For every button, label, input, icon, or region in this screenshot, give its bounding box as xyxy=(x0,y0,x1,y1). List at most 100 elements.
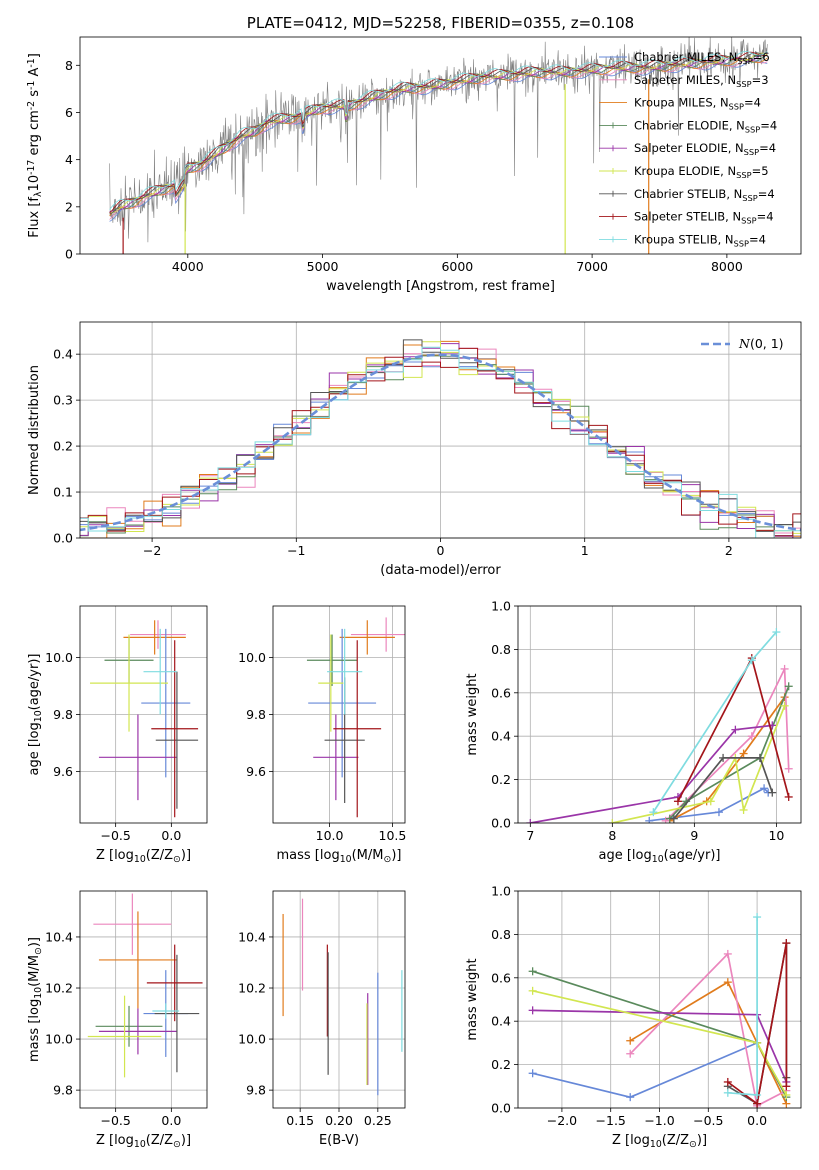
label-part: 10 xyxy=(340,854,352,865)
label-part: λ xyxy=(33,191,44,197)
label-part: N xyxy=(738,336,751,351)
label-part: =4 xyxy=(759,141,776,155)
x-tick-label: −1.0 xyxy=(644,1113,674,1128)
axes-frame xyxy=(79,36,802,255)
label-part: Chabrier STELIB, N xyxy=(634,187,742,201)
x-tick-label: 8 xyxy=(608,828,616,843)
legend-label-gaussian: N(0, 1) xyxy=(738,336,784,351)
label-part: ⊙ xyxy=(173,1139,181,1150)
plot-area xyxy=(109,37,768,254)
label-part: -17 xyxy=(26,160,37,175)
chart-mass_weight_vs_Z: −2.0 −1.5 −1.0 −0.5 0.0 0.0 0.2 0.4 0.6 0.8 1.0 Z [… xyxy=(465,884,802,1150)
label-part: E(B-V) xyxy=(319,1133,359,1148)
legend-label-kroupa_stelib: Kroupa STELIB, NSSP=4 xyxy=(634,232,766,248)
x-tick-label: 5000 xyxy=(307,259,339,274)
label-part: -2 xyxy=(26,101,37,110)
label-part: 10 xyxy=(134,1139,146,1150)
label-part: (Z/Z xyxy=(146,1133,173,1148)
label-part: 10 xyxy=(134,854,146,865)
label-part: age [log xyxy=(599,848,652,863)
series-salpeter_stelib-line xyxy=(727,942,788,1106)
label-part: ⊙ xyxy=(173,854,181,865)
chart-spectrum: 4000 5000 6000 7000 8000 0 2 4 6 8 wavelength [Ang… xyxy=(26,14,802,294)
label-part: =6 xyxy=(753,50,770,64)
series-chabrier_stelib-line xyxy=(673,757,774,820)
y-tick-label: 10.0 xyxy=(45,650,73,665)
label-part: (Z/Z xyxy=(146,848,173,863)
x-axis-label: (data-model)/error xyxy=(380,563,501,578)
label-part: )] xyxy=(181,1133,191,1148)
y-tick-label: 8 xyxy=(65,58,73,73)
label-part: mass [log xyxy=(277,848,340,863)
label-part: )] xyxy=(697,1133,707,1148)
y-tick-label: 0.6 xyxy=(491,970,511,985)
legend-label-kroupa_miles: Kroupa MILES, NSSP=4 xyxy=(634,96,761,112)
y-tick-label: 0.4 xyxy=(53,347,73,362)
label-part: SSP xyxy=(744,147,759,157)
label-part: =5 xyxy=(752,164,769,178)
y-tick-label: 0.8 xyxy=(491,642,511,657)
model-chabrier_elodie-line xyxy=(109,54,768,213)
x-tick-label: −1 xyxy=(287,543,305,558)
plot-area xyxy=(528,913,791,1108)
model-kroupa_elodie-line xyxy=(109,52,768,214)
y-tick-label: 1.0 xyxy=(491,884,511,899)
label-part: Z [log xyxy=(612,1133,650,1148)
label-part: =4 xyxy=(749,232,766,246)
label-part: (M/M xyxy=(352,848,384,863)
plot-area xyxy=(306,617,405,818)
label-part: mass [log xyxy=(27,999,42,1062)
label-part: -1 xyxy=(26,81,37,90)
label-part: Flux [f xyxy=(27,197,42,238)
y-axis-label: mass weight xyxy=(465,958,480,1040)
y-tick-label: 10.0 xyxy=(45,1032,73,1047)
label-part: wavelength [Angstrom, rest frame] xyxy=(326,279,555,294)
label-part: s xyxy=(27,90,42,101)
y-axis-label: age [log10(age/yr)] xyxy=(27,654,44,776)
label-part: 10 xyxy=(33,987,44,999)
label-part: (data-model)/error xyxy=(380,563,501,578)
gaussian-curve xyxy=(80,353,801,532)
label-part: (0, 1) xyxy=(750,336,784,351)
y-tick-label: 1.0 xyxy=(491,599,511,614)
label-part: ⊙ xyxy=(383,854,391,865)
label-part: ⊙ xyxy=(689,1139,697,1150)
x-axis-label: Z [log10(Z/Z⊙)] xyxy=(96,848,191,865)
x-tick-label: 4000 xyxy=(172,259,204,274)
y-tick-label: 0.1 xyxy=(53,485,73,500)
y-axis-label: Flux [fλ10-17 erg cm-2 s-1 A-1] xyxy=(26,53,44,238)
label-part: =4 xyxy=(744,96,761,110)
y-tick-label: 9.8 xyxy=(53,1083,73,1098)
y-tick-label: 0.4 xyxy=(491,729,511,744)
x-tick-label: −0.5 xyxy=(100,1113,130,1128)
y-tick-label: 0.8 xyxy=(491,927,511,942)
y-tick-label: 10.4 xyxy=(45,929,73,944)
y-tick-label: 0.2 xyxy=(491,772,511,787)
x-tick-label: −2 xyxy=(143,543,161,558)
legend-label-kroupa_elodie: Kroupa ELODIE, NSSP=5 xyxy=(634,164,769,180)
x-tick-label: 0.0 xyxy=(161,1113,181,1128)
label-part: (age/yr)] xyxy=(27,654,42,711)
label-part: mass weight xyxy=(465,958,480,1040)
x-tick-label: 7000 xyxy=(576,259,608,274)
label-part: mass weight xyxy=(465,673,480,755)
label-part: Salpeter ELODIE, N xyxy=(634,141,744,155)
x-tick-label: 1 xyxy=(581,543,589,558)
series-salpeter_elodie-line xyxy=(530,724,773,823)
label-part: )] xyxy=(181,848,191,863)
label-part: ⊙ xyxy=(33,947,44,955)
y-tick-label: 10.0 xyxy=(238,650,266,665)
y-tick-label: 9.8 xyxy=(53,707,73,722)
label-part: SSP xyxy=(741,216,756,226)
label-part: =4 xyxy=(760,118,777,132)
label-part: Salpeter STELIB, N xyxy=(634,210,741,224)
plot-area xyxy=(282,898,403,1096)
y-axis-label: mass weight xyxy=(465,673,480,755)
axes-frame xyxy=(517,605,802,824)
x-tick-label: −0.5 xyxy=(100,828,130,843)
label-part: SSP xyxy=(729,102,744,112)
label-part: SSP xyxy=(736,170,751,180)
y-tick-label: 4 xyxy=(65,152,73,167)
